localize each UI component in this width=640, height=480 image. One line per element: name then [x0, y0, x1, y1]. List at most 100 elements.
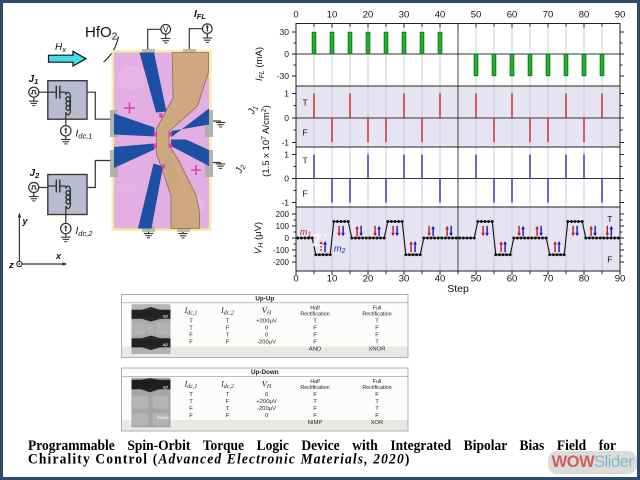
svg-text:0: 0 — [293, 274, 298, 285]
svg-text:T: T — [189, 326, 193, 332]
svg-text:30: 30 — [280, 27, 290, 37]
svg-text:F: F — [226, 340, 230, 346]
svg-text:80: 80 — [579, 274, 590, 285]
svg-text:+200μV: +200μV — [256, 319, 277, 325]
svg-text:Hx: Hx — [55, 42, 66, 54]
svg-text:F: F — [375, 326, 379, 332]
svg-text:0: 0 — [265, 333, 269, 339]
svg-text:0: 0 — [285, 234, 290, 243]
svg-text:F: F — [303, 189, 308, 199]
svg-text:30: 30 — [399, 10, 410, 21]
svg-text:F: F — [303, 128, 308, 138]
svg-text:HfO2: HfO2 — [85, 24, 118, 43]
svg-text:10: 10 — [327, 274, 338, 285]
svg-text:Z`: Z` — [312, 231, 328, 250]
svg-text:m1: m1 — [300, 227, 312, 239]
svg-text:up: up — [163, 385, 169, 390]
svg-text:V: V — [163, 25, 169, 35]
svg-text:Up-Down: Up-Down — [251, 369, 279, 376]
svg-text:J1: J1 — [246, 104, 261, 117]
svg-text:T: T — [226, 333, 230, 339]
svg-text:T: T — [303, 98, 308, 108]
svg-text:80: 80 — [579, 10, 590, 21]
svg-text:F: F — [313, 340, 317, 346]
svg-text:60: 60 — [507, 10, 518, 21]
svg-text:F: F — [313, 392, 317, 398]
svg-text:Idc,1: Idc,1 — [184, 306, 198, 317]
svg-text:Rectification: Rectification — [300, 312, 329, 318]
svg-text:Half: Half — [310, 306, 320, 312]
svg-text:VH: VH — [262, 379, 272, 391]
svg-text:50: 50 — [471, 10, 482, 21]
svg-text:x: x — [55, 251, 62, 261]
svg-text:T: T — [189, 392, 193, 398]
svg-text:T: T — [226, 392, 230, 398]
svg-text:Step: Step — [447, 283, 469, 295]
svg-text:-30: -30 — [277, 71, 290, 81]
svg-text:1: 1 — [284, 150, 289, 160]
svg-text:F: F — [313, 326, 317, 332]
svg-text:T: T — [375, 340, 379, 346]
svg-text:Idc,2: Idc,2 — [76, 226, 94, 238]
svg-text:0: 0 — [284, 174, 289, 184]
svg-text:T: T — [226, 406, 230, 412]
svg-text:90: 90 — [615, 274, 626, 285]
svg-text:-100: -100 — [273, 246, 290, 255]
svg-text:Rectification: Rectification — [300, 385, 329, 391]
svg-text:Idc,2: Idc,2 — [220, 380, 234, 391]
svg-text:+200μV: +200μV — [256, 399, 277, 405]
svg-text:J2: J2 — [30, 168, 41, 180]
svg-text:Full: Full — [373, 306, 382, 312]
svg-text:0: 0 — [265, 413, 269, 419]
svg-text:20: 20 — [363, 10, 374, 21]
svg-text:up: up — [163, 343, 169, 348]
svg-text:1: 1 — [284, 88, 289, 98]
svg-text:0: 0 — [284, 49, 289, 59]
svg-text:70: 70 — [543, 10, 554, 21]
svg-text:10: 10 — [327, 10, 338, 21]
svg-text:F: F — [313, 406, 317, 412]
svg-text:Rectification: Rectification — [362, 312, 391, 318]
svg-text:NIMP: NIMP — [308, 420, 323, 426]
svg-text:F: F — [189, 413, 193, 419]
svg-text:-200: -200 — [273, 258, 290, 267]
svg-text:y: y — [22, 216, 29, 226]
svg-text:T: T — [375, 399, 379, 405]
svg-text:T: T — [375, 406, 379, 412]
svg-text:F: F — [375, 392, 379, 398]
svg-text:XOR: XOR — [371, 420, 384, 426]
svg-text:T: T — [189, 399, 193, 405]
svg-text:40: 40 — [435, 10, 446, 21]
svg-text:-1: -1 — [281, 137, 289, 147]
svg-text:T: T — [313, 319, 317, 325]
svg-text:J2: J2 — [233, 163, 248, 176]
svg-text:70: 70 — [543, 274, 554, 285]
svg-text:100: 100 — [276, 222, 290, 231]
svg-text:50: 50 — [471, 274, 482, 285]
svg-text:VH (μV): VH (μV) — [253, 222, 265, 254]
svg-text:0: 0 — [265, 392, 269, 398]
svg-text:Up-Up: Up-Up — [255, 296, 274, 303]
svg-text:IFL (mA): IFL (mA) — [254, 47, 266, 81]
svg-text:F: F — [313, 413, 317, 419]
svg-text:F: F — [313, 333, 317, 339]
svg-text:T: T — [189, 319, 193, 325]
svg-text:T: T — [313, 399, 317, 405]
svg-text:F: F — [189, 406, 193, 412]
svg-text:40: 40 — [435, 274, 446, 285]
svg-text:down: down — [157, 415, 169, 421]
svg-text:Rectification: Rectification — [362, 385, 391, 391]
svg-text:T: T — [226, 319, 230, 325]
svg-text:VH: VH — [262, 305, 272, 317]
svg-text:F: F — [189, 333, 193, 339]
svg-text:IFL: IFL — [194, 9, 206, 21]
svg-text:0: 0 — [265, 326, 269, 332]
svg-text:J1: J1 — [29, 74, 39, 86]
svg-text:F: F — [226, 399, 230, 405]
svg-text:-1: -1 — [281, 198, 289, 208]
svg-text:Idc,1: Idc,1 — [184, 380, 198, 391]
svg-text:F: F — [226, 326, 230, 332]
svg-text:AND: AND — [309, 347, 321, 353]
svg-text:T: T — [607, 214, 612, 224]
svg-text:200: 200 — [276, 210, 290, 219]
